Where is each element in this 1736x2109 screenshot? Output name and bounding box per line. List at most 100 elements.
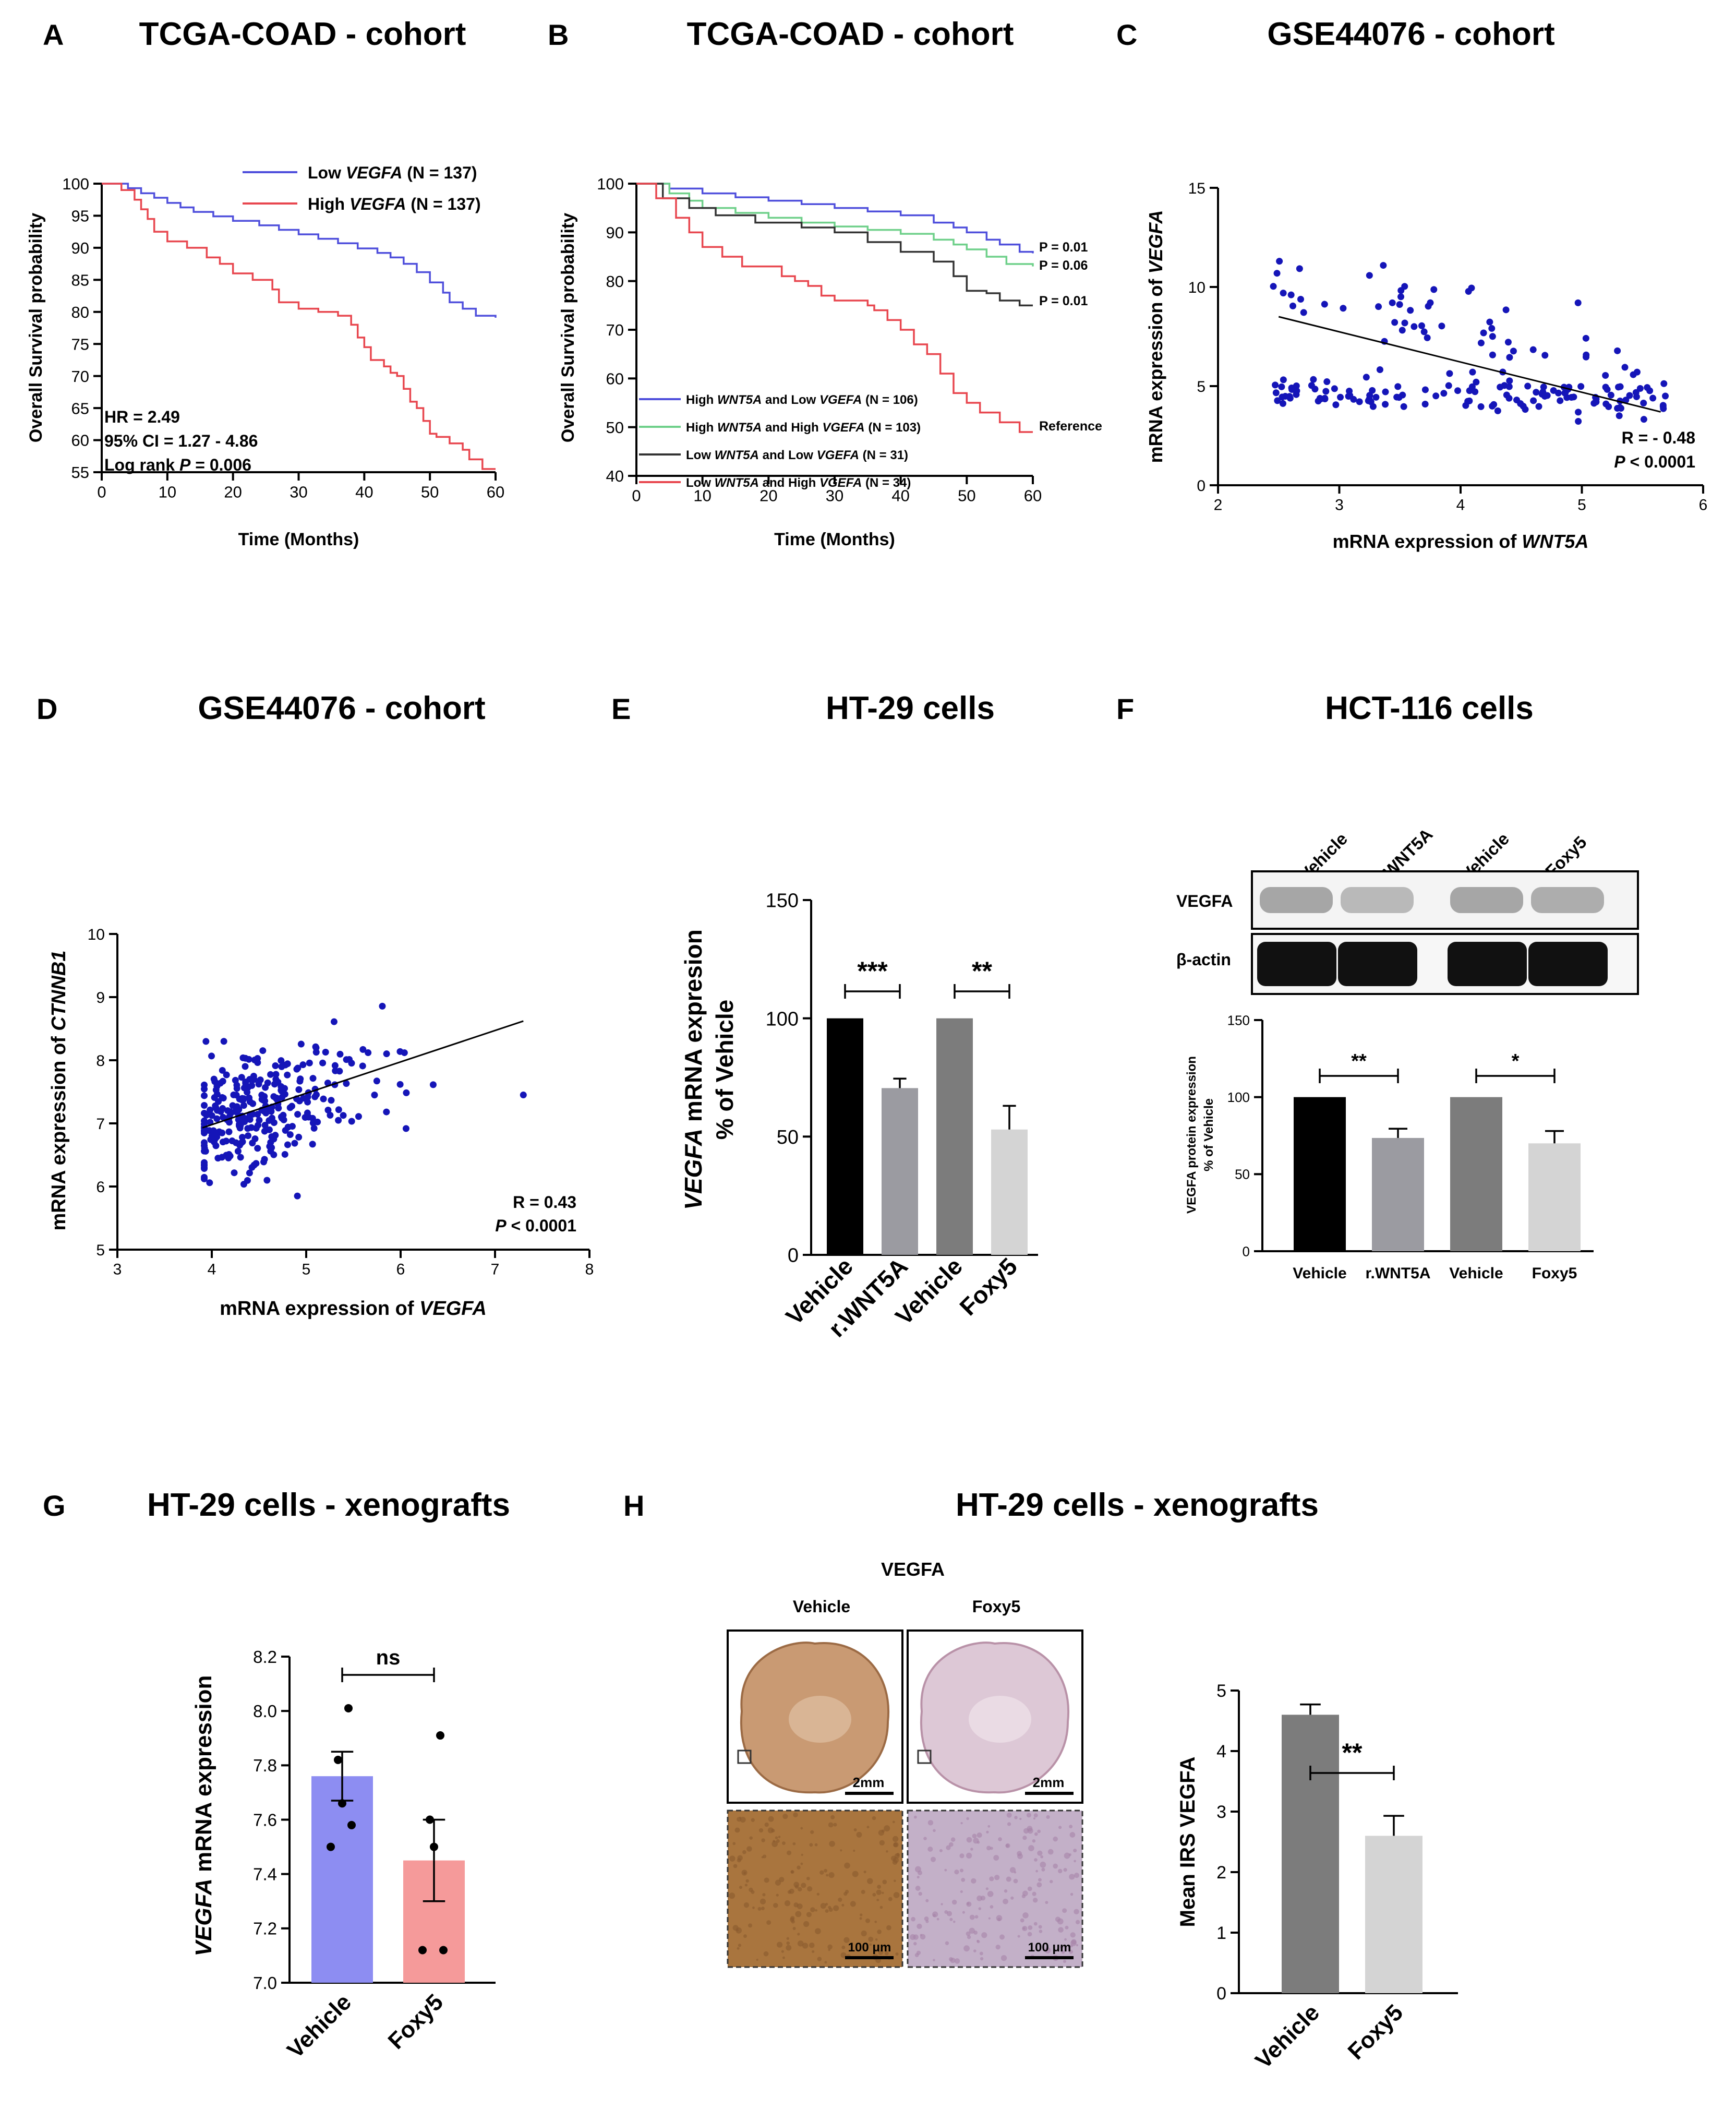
label-part: (N = 137) [406,195,480,213]
ihc-texture-cell [807,1886,813,1892]
scatter-point [1489,333,1496,340]
data-point [327,1842,335,1851]
ihc-texture-cell [768,1816,774,1822]
ihc-texture-cell [741,1870,748,1876]
ihc-texture-cell [918,1891,922,1896]
scatter-point [429,1081,437,1088]
ihc-texture-cell [1075,1920,1080,1924]
chart-D: 3 4 5 6 7 8 5 6 7 8 9 10 R = 0.43 P < 0.0001 mRNA expr… [48,926,594,1320]
ihc-texture-cell [810,1830,814,1834]
scatter-point [1446,370,1453,377]
ihc-texture-cell [1028,1925,1033,1930]
scatter-point [1505,383,1513,390]
scatter-point [1420,328,1428,335]
scatter-point [284,1141,291,1148]
ihc-texture-cell [828,1872,835,1878]
scatter-point [297,1075,304,1083]
ihc-texture-cell [1026,1813,1032,1818]
regression-line [202,1020,524,1129]
ihc-texture-cell [800,1862,803,1865]
scatter-point [1477,403,1485,410]
y-tick-label: 6 [96,1179,105,1196]
ihc-texture-cell [797,1940,804,1947]
ihc-texture-cell [930,1856,936,1862]
label-part: (N = 34) [862,476,911,490]
panel-letter-A: A [43,18,64,51]
ihc-texture-cell [960,1868,963,1873]
scatter-point [213,1107,221,1114]
ihc-texture-cell [776,1839,780,1843]
ihc-texture-cell [918,1870,923,1875]
scatter-point [239,1138,246,1145]
ihc-texture-cell [946,1845,951,1850]
ihc-texture-cell [782,1956,786,1959]
ihc-texture-cell [933,1829,936,1832]
ihc-texture-cell [756,1958,758,1961]
scatter-point [1372,393,1380,401]
ihc-stain-title: VEGFA [881,1559,945,1580]
bar-vehicle [827,1018,863,1255]
ihc-texture-cell [927,1846,933,1852]
ihc-texture-cell [787,1890,792,1894]
scatter-point [1497,384,1504,391]
ihc-zoom-box [737,1749,752,1764]
ihc-texture-cell [738,1944,742,1947]
ihc-texture-cell [865,1918,870,1923]
y-tick-label: 8.0 [253,1701,277,1721]
data-point [347,1820,356,1829]
ihc-texture-cell [953,1920,956,1923]
ihc-texture-cell [827,1944,833,1950]
scatter-point [251,1135,259,1143]
scatter-point [202,1038,210,1045]
blot-band-actin [1257,942,1336,986]
ihc-texture-cell [729,1892,736,1899]
scatter-point [401,1049,408,1057]
ihc-texture-cell [737,1817,742,1822]
label-part: VEGFA [680,1129,707,1210]
ihc-texture-cell [973,1838,979,1844]
km-curve-high-vegfa [102,183,496,470]
scatter-point [272,1071,280,1078]
scatter-point [359,1062,366,1070]
bar-vehicle [1450,1097,1502,1251]
label-part: mRNA expression of [1145,274,1166,463]
ihc-texture-cell [863,1871,866,1874]
ihc-texture-cell [790,1870,794,1874]
scatter-point [327,1111,334,1119]
ihc-texture-cell [845,1889,849,1894]
ihc-texture-cell [915,1886,921,1891]
ihc-texture-cell [733,1864,738,1868]
panel-title-G: HT-29 cells - xenografts [147,1487,510,1523]
ihc-texture-cell [946,1911,953,1916]
scatter-point [1574,299,1582,306]
scatter-point [1270,283,1277,290]
ihc-texture-cell [963,1945,970,1952]
y-tick-label: 7.2 [253,1919,277,1938]
ihc-texture-cell [951,1899,957,1905]
label-part: VEGFA [349,195,406,213]
scatter-point [213,1115,221,1122]
scatter-point [201,1092,208,1099]
x-category-label: r.WNT5A [1365,1265,1430,1282]
scatter-point [1486,318,1493,326]
scatter-point [1286,394,1294,402]
scatter-point [233,1092,240,1099]
ihc-texture-cell [737,1947,740,1950]
chart-A: 0 10 20 30 40 50 60 55 60 65 70 75 80 85 90 95 100 Low VE… [26,163,504,549]
x-tick-label: 7 [491,1261,500,1278]
scatter-point [336,1050,344,1058]
ihc-texture-cell [1047,1849,1054,1855]
y-tick-label: 90 [71,239,89,257]
y-tick-label: 10 [1188,279,1205,296]
scatter-point [1533,389,1540,396]
scatter-point [245,1132,252,1140]
scatter-point [365,1049,372,1057]
scatter-point [270,1135,278,1143]
ihc-texture-cell [936,1918,939,1921]
scatter-point [1322,388,1330,395]
scatter-point [346,1056,353,1063]
ihc-texture-cell [1023,1828,1029,1834]
ihc-texture-cell [1033,1922,1038,1926]
